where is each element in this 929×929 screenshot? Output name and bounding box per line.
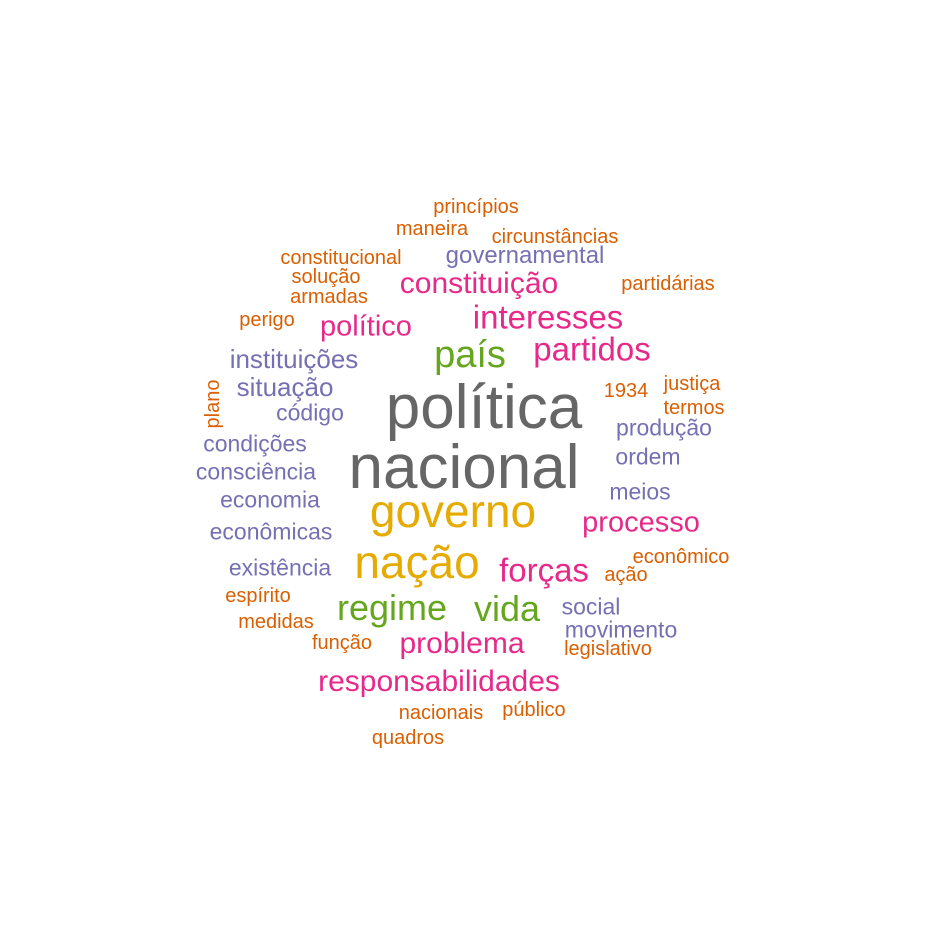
word-responsabilidades: responsabilidades (318, 665, 560, 698)
word-economicas: econômicas (209, 518, 333, 545)
word-quadros: quadros (371, 727, 445, 749)
word-plano: plano (202, 379, 224, 429)
word-politica: política (385, 373, 583, 442)
word-social: social (561, 593, 621, 620)
word-instituicoes: instituições (229, 344, 359, 374)
word-politico: político (320, 310, 412, 343)
word-medidas: medidas (238, 611, 314, 633)
word-justica: justiça (663, 373, 721, 395)
word-maneira: maneira (395, 218, 469, 240)
word-nacao: nação (354, 536, 480, 588)
word-processo: processo (582, 506, 700, 539)
word-situacao: situação (236, 372, 334, 402)
word-perigo: perigo (239, 309, 295, 331)
word-meios: meios (609, 478, 671, 505)
word-circunstancias: circunstâncias (491, 226, 619, 248)
word-vida: vida (473, 588, 541, 629)
word-constituicao: constituição (399, 267, 559, 300)
word-codigo: código (276, 399, 344, 426)
word-termos: termos (663, 397, 725, 419)
word-ordem: ordem (615, 443, 681, 470)
word-publico: público (502, 699, 566, 721)
word-interesses: interesses (472, 298, 624, 336)
word-regime: regime (336, 587, 448, 628)
word-nacional: nacional (348, 433, 580, 502)
word-producao: produção (616, 414, 712, 441)
word-economia: economia (220, 486, 320, 513)
word-condicoes: condições (203, 430, 307, 457)
word-consciencia: consciência (195, 458, 317, 485)
word-armadas: armadas (290, 286, 368, 308)
word-partidos: partidos (533, 330, 651, 368)
word-partidarias: partidárias (621, 273, 715, 295)
word-constitucional: constitucional (280, 247, 402, 269)
word-solucao: solução (291, 266, 361, 288)
word-movimento: movimento (564, 616, 678, 643)
word-forcas: forças (499, 551, 589, 589)
word-governamental: governamental (445, 242, 605, 269)
word-acao: ação (604, 564, 648, 586)
word-legislativo: legislativo (564, 638, 652, 660)
word-principios: princípios (433, 196, 519, 218)
word-economico: econômico (632, 546, 730, 568)
word-espirito: espírito (225, 585, 291, 607)
word-governo: governo (369, 485, 537, 537)
word-pais: país (434, 334, 506, 376)
word-ano1934: 1934 (603, 380, 649, 402)
word-nacionais: nacionais (398, 702, 484, 724)
word-problema: problema (399, 627, 525, 660)
word-existencia: existência (228, 554, 332, 581)
word-funcao: função (311, 632, 373, 654)
